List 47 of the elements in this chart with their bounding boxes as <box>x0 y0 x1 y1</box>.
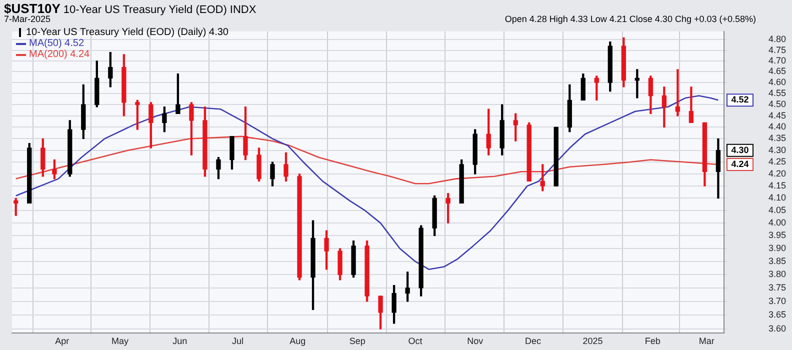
y-tick-label: 4.55 <box>768 88 786 98</box>
y-tick-label: 3.95 <box>768 230 786 240</box>
y-tick-label: 4.65 <box>768 66 786 76</box>
x-tick-label: Dec <box>524 336 542 346</box>
x-tick-label: May <box>112 336 130 346</box>
x-tick-label: Apr <box>55 336 70 346</box>
y-tick-label: 4.75 <box>768 44 786 55</box>
legend-label: MA(200) 4.24 <box>29 49 90 60</box>
y-tick-label: 3.65 <box>768 310 786 320</box>
text: 7-Mar-2025 <box>4 14 51 24</box>
legend-label: 10-Year US Treasury Yield (EOD) (Daily) 4.30 <box>26 27 228 38</box>
x-tick-label: 2025 <box>582 336 603 346</box>
y-tick-label: 4.15 <box>768 180 786 191</box>
x-tick-label: Nov <box>467 336 484 346</box>
y-tick-label: 4.70 <box>768 55 786 66</box>
x-tick-label: Feb <box>644 336 660 346</box>
y-tick-label: 4.30 <box>768 144 786 155</box>
legend-label: MA(50) 4.52 <box>29 38 84 49</box>
chart-subtitle: 10-Year US Treasury Yield (EOD) INDX <box>63 4 256 16</box>
y-tick-label: 4.40 <box>768 122 786 132</box>
y-tick-label: 4.50 <box>768 99 786 110</box>
x-tick-label: Mar <box>698 336 714 346</box>
y-tick-label: 3.60 <box>768 323 786 334</box>
y-tick-label: 3.70 <box>768 296 786 306</box>
y-tick-label: 4.80 <box>768 34 786 44</box>
y-tick-label: 4.00 <box>768 218 786 228</box>
y-tick-label: 4.25 <box>768 156 786 167</box>
x-tick-label: Jun <box>172 336 188 346</box>
y-tick-label: 3.75 <box>768 282 786 292</box>
y-tick-label: 4.05 <box>768 205 786 216</box>
data-label: 4.52 <box>731 94 749 105</box>
data-label: 4.24 <box>731 158 749 169</box>
x-tick-label: Aug <box>290 336 306 346</box>
y-tick-label: 4.10 <box>768 192 786 203</box>
y-tick-label: 4.45 <box>768 110 786 120</box>
y-tick-label: 4.60 <box>768 77 786 88</box>
x-tick-label: Jul <box>232 336 244 346</box>
y-tick-label: 4.20 <box>768 168 786 178</box>
text: Open 4.28 High 4.33 Low 4.21 Close 4.30 Chg +0.03 (+0.58%) <box>504 14 756 24</box>
chart-title: $UST10Y <box>4 1 60 16</box>
y-tick-label: 4.35 <box>768 133 786 144</box>
y-tick-label: 3.85 <box>768 256 786 266</box>
x-tick-label: Sep <box>349 336 366 346</box>
y-tick-label: 3.90 <box>768 243 786 254</box>
y-tick-label: 3.80 <box>768 269 786 280</box>
x-tick-label: Oct <box>408 336 423 346</box>
text: 4.30 <box>731 144 749 155</box>
